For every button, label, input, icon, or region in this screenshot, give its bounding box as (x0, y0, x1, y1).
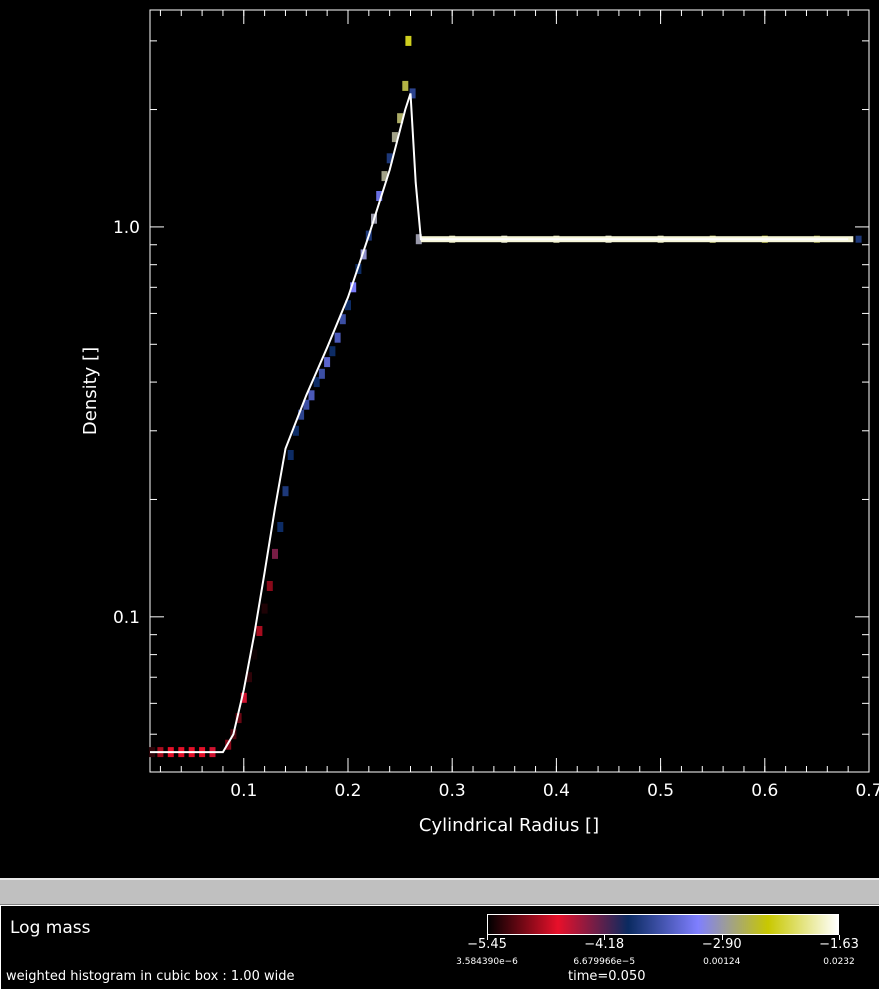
histogram-cell (303, 399, 310, 410)
time-label: time=0.050 (568, 969, 646, 984)
colorbar-tick-sublabel: 6.679966e−5 (573, 957, 636, 967)
histogram-cell (391, 132, 398, 143)
plot-frame (149, 9, 870, 773)
colorbar-panel: Log mass −5.45 3.584390e−6 −4.18 6.679966e−… (0, 905, 879, 989)
histogram-cell (405, 35, 412, 46)
y-tick-label: 1.0 (113, 218, 140, 238)
density-radius-plot: 0.1 0.2 0.3 0.4 0.5 0.6 0.7 0.1 1.0 Cylindrical … (80, 9, 879, 836)
colorbar-tick (604, 935, 606, 940)
histogram-cell (339, 314, 346, 325)
x-tick-label: 0.6 (751, 781, 778, 801)
histogram-cell (240, 692, 247, 703)
histogram-cell (298, 409, 305, 420)
y-tick-label: 0.1 (113, 608, 140, 628)
histogram-caption: weighted histogram in cubic box : 1.00 w… (6, 969, 295, 984)
histogram-cell (855, 235, 862, 243)
histogram-cell (324, 357, 331, 368)
histogram-cell (256, 626, 263, 636)
y-axis-label: Density [] (80, 347, 101, 435)
histogram-cell (386, 153, 393, 164)
colorbar-tick-sublabel: 0.00124 (703, 957, 741, 967)
histogram-cell (397, 113, 404, 124)
histogram-cell (360, 249, 367, 260)
x-axis-label: Cylindrical Radius [] (419, 815, 599, 836)
histogram-cell (409, 88, 416, 99)
colorbar-tick-label: −4.18 (584, 937, 625, 952)
histogram-cell (350, 282, 357, 293)
x-tick-label: 0.5 (647, 781, 674, 801)
colorbar-tick (839, 935, 840, 940)
histogram-cell (345, 300, 351, 311)
histogram-cell (261, 603, 268, 614)
histogram-cell (287, 450, 294, 460)
histogram-cell (381, 171, 388, 182)
histogram-cell (329, 346, 336, 357)
histogram-cell (282, 486, 289, 497)
histogram-cell (415, 234, 422, 245)
colorbar-tick-label: −5.45 (467, 937, 507, 952)
histogram-cell (308, 390, 315, 401)
histogram-cell (292, 425, 299, 436)
x-tick-label: 0.2 (334, 781, 361, 801)
histogram-cell (246, 672, 252, 683)
x-tick-label: 0.7 (855, 781, 879, 801)
colorbar-tick-sublabel: 0.0232 (823, 957, 855, 967)
histogram-cell (313, 377, 320, 388)
separator-bar (0, 878, 879, 905)
histogram-cell (318, 368, 325, 379)
colorbar-tick-sublabel: 3.584390e−6 (456, 957, 518, 967)
histogram-cell (266, 581, 273, 591)
x-tick-label: 0.1 (230, 781, 257, 801)
colorbar-tick-label: −2.90 (701, 937, 742, 952)
histogram-cell (277, 522, 284, 532)
colorbar-title: Log mass (10, 918, 91, 938)
axis-ticks: 0.1 0.2 0.3 0.4 0.5 0.6 0.7 0.1 1.0 (113, 10, 879, 801)
histogram-cell (376, 191, 383, 201)
histogram-cell (402, 80, 409, 91)
colorbar-tick-label: −1.63 (819, 937, 859, 952)
histogram-cell (272, 548, 278, 559)
x-tick-label: 0.3 (439, 781, 466, 801)
colorbar-tick (721, 935, 723, 940)
colorbar (487, 914, 839, 935)
profile-line (150, 93, 849, 754)
histogram-cells (149, 35, 862, 758)
histogram-cell (334, 332, 341, 343)
histogram-cell (251, 649, 258, 660)
histogram-cell (235, 713, 242, 724)
colorbar-tick (487, 935, 488, 940)
x-tick-label: 0.4 (543, 781, 570, 801)
